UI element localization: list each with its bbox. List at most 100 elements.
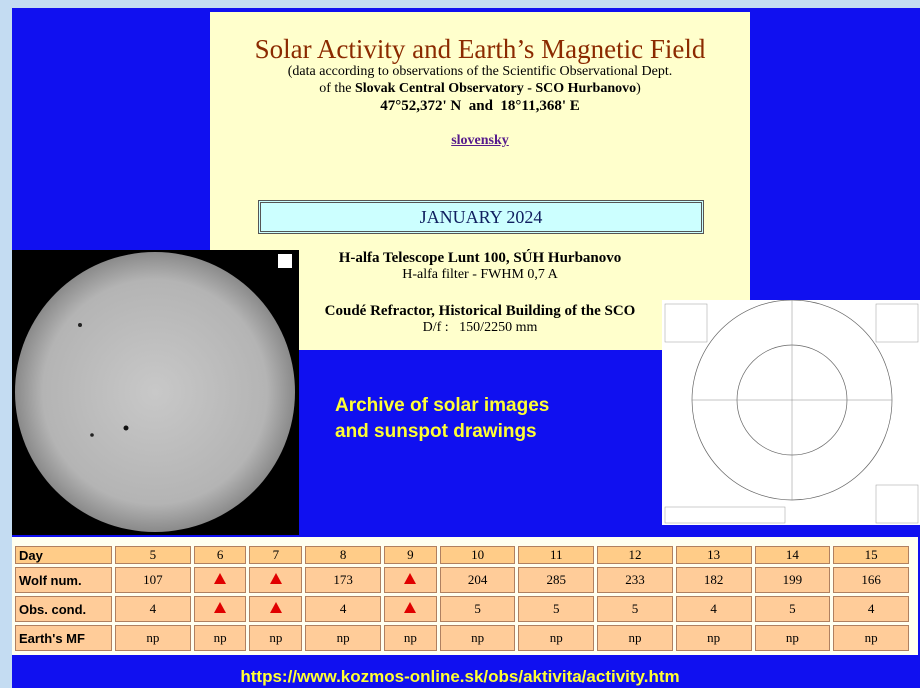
- table-row: Earth's MF np np np np np np np np np np np: [15, 625, 909, 651]
- row-label: Obs. cond.: [15, 596, 112, 622]
- language-link[interactable]: slovensky: [451, 133, 509, 148]
- value-cell: 173: [305, 567, 381, 593]
- triangle: [214, 602, 227, 613]
- value-cell: 233: [597, 567, 673, 593]
- row-label: Day: [15, 546, 112, 564]
- value-cell: 5: [754, 596, 831, 622]
- subtitle-line: of the Slovak Central Observatory - SCO …: [210, 81, 750, 97]
- value-cell: np: [193, 625, 247, 651]
- value-cell: np: [597, 625, 673, 651]
- missing-cell: [383, 567, 437, 593]
- value-cell: np: [249, 625, 303, 651]
- data-grid: [664, 506, 786, 524]
- value-cell: 107: [115, 567, 191, 593]
- missing-marker: [269, 573, 282, 584]
- day-cell: 6: [193, 546, 247, 564]
- missing-cell: [193, 567, 247, 593]
- day-cell: 8: [305, 546, 381, 564]
- day-cell: 11: [518, 546, 595, 564]
- day-cell: 10: [439, 546, 516, 564]
- info-box: [875, 484, 919, 524]
- instrument-name: H-alfa Telescope Lunt 100, SÚH Hurbanovo: [338, 250, 622, 266]
- table-area: Day 5 6 7 8 9 10 11 12 13 14 15 Wolf num. 107 173 204 28…: [12, 537, 918, 655]
- day-cell: 12: [597, 546, 673, 564]
- triangle: [404, 573, 417, 584]
- subtitle-prefix: of the: [319, 81, 355, 96]
- table-row: Obs. cond. 4 4 5 5 5 4 5 4: [15, 596, 909, 622]
- day-cell: 7: [249, 546, 303, 564]
- value-cell: 4: [115, 596, 191, 622]
- day-cell: 5: [115, 546, 191, 564]
- value-cell: np: [439, 625, 516, 651]
- value-cell: np: [518, 625, 595, 651]
- missing-marker: [214, 602, 227, 613]
- triangle: [269, 602, 282, 613]
- archive-line: Archive of solar images: [335, 395, 550, 416]
- missing-marker: [214, 573, 227, 584]
- sunspot: [78, 323, 82, 327]
- missing-marker: [404, 602, 417, 613]
- subtitle-suffix: ): [636, 81, 641, 96]
- instrument-detail: H-alfa filter - FWHM 0,7 A: [402, 267, 558, 282]
- value-cell: np: [754, 625, 831, 651]
- value-cell: 5: [439, 596, 516, 622]
- day-cell: 14: [754, 546, 831, 564]
- value-cell: 4: [305, 596, 381, 622]
- day-cell: 13: [675, 546, 752, 564]
- activity-table: Day 5 6 7 8 9 10 11 12 13 14 15 Wolf num. 107 173 204 28…: [12, 543, 912, 654]
- value-cell: np: [305, 625, 381, 651]
- archive-line: and sunspot drawings: [335, 421, 537, 442]
- subtitle: (data according to observations of the S…: [287, 64, 673, 79]
- row-label: Earth's MF: [15, 625, 112, 651]
- coordinates: 47°52,372' N and 18°11,368' E: [380, 98, 580, 114]
- info-box: [875, 303, 919, 343]
- expand-icon[interactable]: [278, 254, 292, 268]
- instrument: H-alfa Telescope Lunt 100, SÚH Hurbanovo…: [300, 250, 660, 283]
- url: https://www.kozmos-online.sk/obs/aktivit…: [240, 667, 680, 686]
- instrument-name: Coudé Refractor, Historical Building of …: [324, 303, 636, 319]
- day-cell: 15: [833, 546, 909, 564]
- sunspot: [123, 425, 129, 431]
- missing-cell: [193, 596, 247, 622]
- value-cell: np: [675, 625, 752, 651]
- info-box: [664, 303, 708, 343]
- missing-marker: [269, 602, 282, 613]
- day-cell: 9: [383, 546, 437, 564]
- archive-link[interactable]: Archive of solar images and sunspot drawi…: [335, 393, 549, 445]
- value-cell: 285: [518, 567, 595, 593]
- image-bg: [662, 300, 920, 525]
- missing-cell: [249, 596, 303, 622]
- value-cell: np: [833, 625, 909, 651]
- value-cell: 4: [833, 596, 909, 622]
- header-panel: Solar Activity and Earth’s Magnetic Fiel…: [210, 12, 750, 350]
- observatory: Slovak Central Observatory - SCO Hurbano…: [354, 81, 637, 96]
- instrument-detail: D/f : 150/2250 mm: [422, 320, 538, 335]
- value-cell: 4: [675, 596, 752, 622]
- missing-marker: [404, 573, 417, 584]
- value-cell: 5: [518, 596, 595, 622]
- sun-disk: [15, 252, 295, 532]
- value-cell: np: [383, 625, 437, 651]
- title: Solar Activity and Earth’s Magnetic Fiel…: [254, 34, 706, 64]
- value-cell: 166: [833, 567, 909, 593]
- table-row: Wolf num. 107 173 204 285 233 182 199 166: [15, 567, 909, 593]
- table-row: Day 5 6 7 8 9 10 11 12 13 14 15: [15, 546, 909, 564]
- value-cell: 182: [675, 567, 752, 593]
- row-label: Wolf num.: [15, 567, 112, 593]
- month-box: JANUARY 2024: [258, 200, 704, 234]
- triangle: [214, 573, 227, 584]
- drawing-image[interactable]: [662, 300, 920, 525]
- sun-image[interactable]: [12, 250, 299, 535]
- triangle: [269, 573, 282, 584]
- instrument: Coudé Refractor, Historical Building of …: [300, 303, 660, 336]
- value-cell: np: [115, 625, 191, 651]
- value-cell: 5: [597, 596, 673, 622]
- missing-cell: [249, 567, 303, 593]
- triangle: [404, 602, 417, 613]
- sunspot: [90, 433, 94, 437]
- value-cell: 204: [439, 567, 516, 593]
- value-cell: 199: [754, 567, 831, 593]
- missing-cell: [383, 596, 437, 622]
